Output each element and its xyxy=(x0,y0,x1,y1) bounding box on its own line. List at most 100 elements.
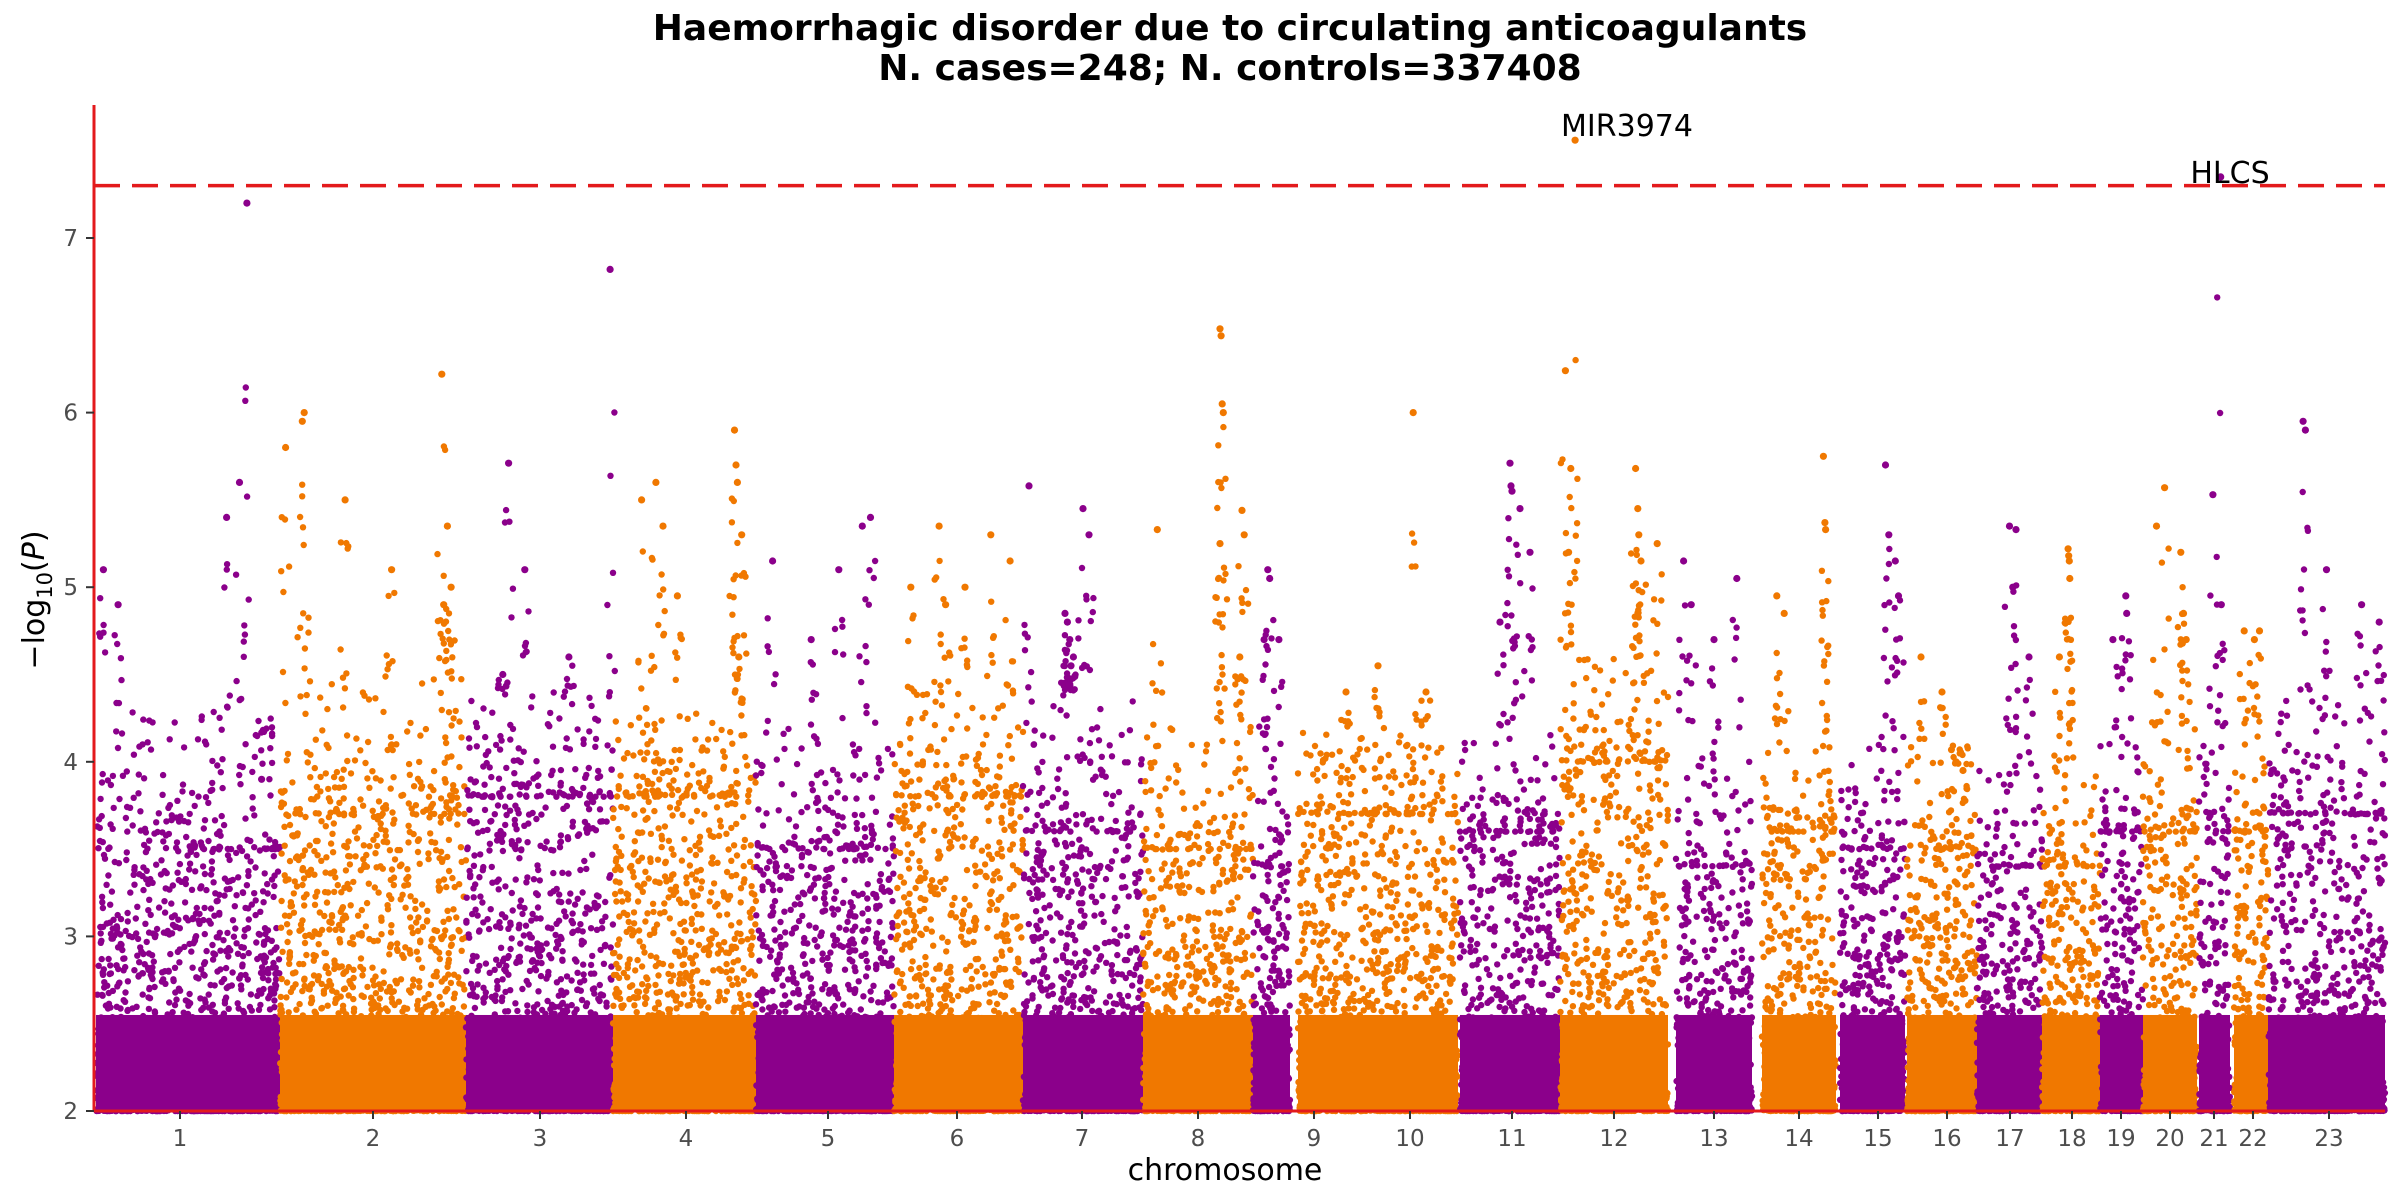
snp-point xyxy=(470,862,478,869)
snp-point xyxy=(155,810,162,817)
snp-point xyxy=(285,1009,292,1016)
snp-point xyxy=(390,881,397,889)
snp-point xyxy=(557,832,565,839)
snp-point xyxy=(307,774,314,781)
snp-point xyxy=(494,986,501,993)
snp-point xyxy=(556,715,563,722)
snp-point xyxy=(503,683,510,690)
snp-point xyxy=(679,811,686,818)
snp-point xyxy=(360,993,367,1001)
snp-point xyxy=(451,990,458,997)
snp-point xyxy=(119,772,127,779)
snp-point xyxy=(574,726,581,733)
snp-point xyxy=(529,693,536,700)
snp-point xyxy=(502,803,509,810)
snp-point xyxy=(409,929,416,937)
snp-point xyxy=(221,1000,229,1007)
chart-subtitle: N. cases=248; N. controls=337408 xyxy=(878,48,1581,89)
snp-point xyxy=(587,970,595,977)
snp-point xyxy=(569,818,577,825)
snp-point xyxy=(405,760,413,768)
snp-point xyxy=(485,925,493,933)
snp-point xyxy=(369,807,376,814)
snp-point xyxy=(283,757,290,764)
snp-point xyxy=(418,901,426,908)
snp-point xyxy=(347,902,354,909)
snp-point xyxy=(586,791,594,798)
snp-point xyxy=(122,814,130,822)
snp-point xyxy=(386,951,393,958)
snp-point xyxy=(135,972,143,979)
snp-point xyxy=(358,906,365,914)
snp-point xyxy=(737,885,745,892)
snp-point xyxy=(211,951,219,958)
snp-point xyxy=(201,972,208,979)
snp-point xyxy=(544,721,552,728)
snp-point xyxy=(249,768,256,776)
snp-point xyxy=(237,781,244,788)
snp-point xyxy=(242,815,249,822)
snp-point xyxy=(343,539,350,547)
snp-point xyxy=(586,694,593,701)
peak-snp-point xyxy=(114,601,122,609)
snp-point xyxy=(257,1001,264,1009)
snp-point xyxy=(425,855,432,863)
snp-point xyxy=(299,524,307,531)
snp-point xyxy=(101,855,109,862)
snp-point xyxy=(384,1007,391,1015)
snp-point xyxy=(521,822,528,829)
snp-point xyxy=(509,585,517,592)
snp-point xyxy=(226,856,233,864)
snp-point xyxy=(217,769,224,776)
snp-point xyxy=(463,894,470,901)
snp-point xyxy=(430,786,437,794)
snp-point xyxy=(417,732,424,739)
snp-point xyxy=(162,885,169,892)
snp-point xyxy=(175,818,183,825)
snp-point xyxy=(463,968,470,975)
snp-point xyxy=(488,773,495,781)
snp-point xyxy=(676,952,683,960)
snp-point xyxy=(159,969,166,976)
snp-point xyxy=(672,883,680,890)
snp-point xyxy=(677,920,684,928)
snp-point xyxy=(372,850,379,857)
snp-point xyxy=(499,994,506,1001)
snp-point xyxy=(220,821,228,829)
snp-point xyxy=(281,872,288,879)
snp-point xyxy=(507,945,514,953)
snp-point xyxy=(724,911,731,918)
snp-point xyxy=(390,774,397,781)
snp-point xyxy=(268,876,276,883)
snp-point xyxy=(280,800,288,807)
snp-point xyxy=(221,584,228,591)
snp-point xyxy=(746,858,754,865)
snp-point xyxy=(456,763,463,771)
snp-point xyxy=(137,808,144,815)
snp-point xyxy=(331,957,338,964)
snp-point xyxy=(731,935,738,942)
snp-point xyxy=(593,926,601,933)
snp-point xyxy=(238,695,245,703)
snp-point xyxy=(414,775,422,782)
snp-point xyxy=(406,914,414,921)
snp-point xyxy=(696,991,704,998)
snp-point xyxy=(374,842,381,850)
snp-point xyxy=(476,962,483,970)
snp-point xyxy=(549,743,557,750)
snp-point xyxy=(98,955,105,963)
snp-point xyxy=(615,964,622,972)
snp-point xyxy=(187,848,195,856)
snp-point xyxy=(304,759,311,766)
snp-point xyxy=(644,910,651,917)
snp-point xyxy=(558,898,565,906)
snp-point xyxy=(301,665,308,672)
snp-point xyxy=(574,927,582,934)
snp-point xyxy=(596,981,603,989)
snp-point xyxy=(338,775,345,782)
snp-point xyxy=(366,843,373,850)
snp-point xyxy=(282,699,289,707)
snp-point xyxy=(278,975,285,983)
snp-point xyxy=(121,955,128,962)
snp-point xyxy=(377,825,385,833)
